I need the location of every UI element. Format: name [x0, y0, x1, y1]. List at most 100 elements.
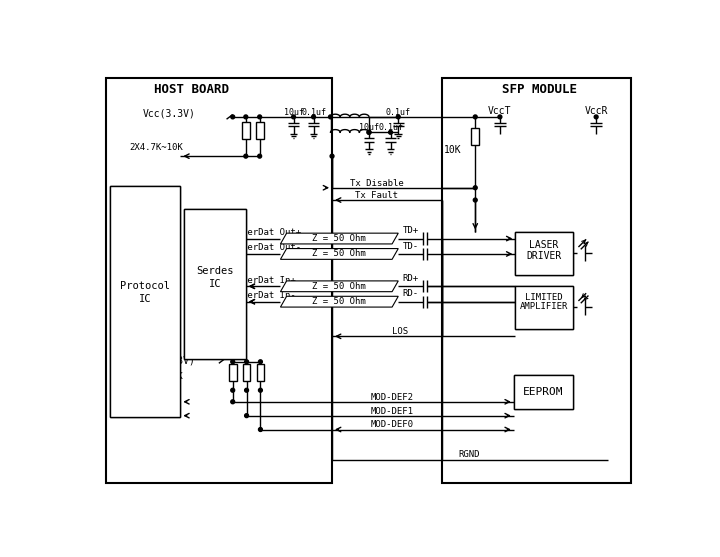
Circle shape [330, 154, 334, 158]
Text: RD+: RD+ [402, 274, 418, 283]
Bar [229, 364, 237, 381]
Text: RGND: RGND [459, 451, 480, 460]
Bar [184, 209, 246, 359]
Circle shape [258, 360, 262, 364]
Circle shape [244, 115, 248, 119]
Circle shape [473, 115, 477, 119]
Polygon shape [281, 248, 398, 260]
Text: IC: IC [139, 295, 151, 304]
Text: LOS: LOS [392, 327, 408, 336]
Circle shape [231, 400, 235, 404]
Circle shape [292, 115, 295, 119]
Text: 10uf: 10uf [359, 123, 379, 132]
Text: LASER: LASER [529, 241, 559, 251]
Bar [516, 232, 573, 275]
Text: SerDat Out+: SerDat Out+ [242, 228, 301, 237]
Circle shape [473, 198, 477, 202]
Text: DRIVER: DRIVER [526, 251, 562, 261]
Text: IC: IC [209, 279, 221, 289]
Text: Tx Fault: Tx Fault [355, 191, 398, 200]
Bar [106, 79, 332, 482]
Text: TD+: TD+ [402, 226, 418, 236]
Circle shape [258, 154, 261, 158]
Text: LIMITED: LIMITED [525, 292, 562, 301]
Polygon shape [281, 296, 398, 307]
Circle shape [245, 414, 248, 418]
Circle shape [245, 388, 248, 392]
Polygon shape [281, 281, 398, 292]
Text: EEPROM: EEPROM [523, 387, 563, 397]
Text: Protocol: Protocol [120, 281, 170, 291]
Text: MOD-DEF2: MOD-DEF2 [371, 393, 413, 402]
Text: SerDat In+: SerDat In+ [242, 276, 296, 285]
Text: 2X4.7K~10K: 2X4.7K~10K [129, 143, 183, 152]
Circle shape [396, 115, 400, 119]
Circle shape [258, 115, 261, 119]
Circle shape [367, 130, 371, 134]
Bar [242, 123, 250, 139]
Bar [516, 286, 573, 329]
Circle shape [245, 360, 248, 364]
Text: 10uf: 10uf [284, 108, 304, 117]
Text: Protocol: Protocol [120, 281, 170, 291]
Text: MOD-DEF1: MOD-DEF1 [371, 407, 413, 416]
Bar [256, 364, 264, 381]
Circle shape [231, 360, 235, 364]
Text: Z = 50 Ohm: Z = 50 Ohm [312, 282, 366, 291]
Bar [516, 232, 573, 275]
Text: IC: IC [139, 295, 151, 304]
Circle shape [312, 115, 315, 119]
Text: 10K: 10K [444, 145, 462, 155]
Text: 0.1uf: 0.1uf [378, 123, 403, 132]
Text: LIMITED: LIMITED [525, 292, 562, 301]
Bar [514, 375, 573, 409]
Circle shape [231, 115, 235, 119]
Bar [442, 79, 631, 482]
Circle shape [367, 130, 371, 134]
Bar [256, 123, 264, 139]
Text: 0.1uf: 0.1uf [386, 108, 410, 117]
Text: LASER: LASER [529, 241, 559, 251]
Text: 3X4.7K~10K: 3X4.7K~10K [129, 372, 183, 381]
Bar [184, 209, 246, 359]
Text: AMPLIFIER: AMPLIFIER [520, 302, 568, 311]
Circle shape [473, 186, 477, 189]
Text: DRIVER: DRIVER [526, 251, 562, 261]
Bar [110, 186, 180, 417]
Text: Tx Disable: Tx Disable [350, 179, 404, 188]
Bar [514, 375, 573, 409]
Text: TD-: TD- [402, 242, 418, 251]
Circle shape [594, 115, 598, 119]
Bar [472, 129, 479, 145]
Text: IC: IC [209, 279, 221, 289]
Text: VccT: VccT [488, 106, 512, 116]
Polygon shape [281, 233, 398, 244]
Text: Z = 50 Ohm: Z = 50 Ohm [312, 234, 366, 243]
Circle shape [231, 388, 235, 392]
Text: AMPLIFIER: AMPLIFIER [520, 302, 568, 311]
Text: SerDat Out-: SerDat Out- [242, 243, 301, 252]
Circle shape [258, 388, 262, 392]
Circle shape [244, 154, 248, 158]
Text: RD-: RD- [402, 290, 418, 299]
Text: EEPROM: EEPROM [523, 387, 563, 397]
Circle shape [328, 115, 333, 119]
Text: 0.1uf: 0.1uf [301, 108, 326, 117]
Text: Vcc(3.3V): Vcc(3.3V) [143, 109, 196, 119]
Text: HOST BOARD: HOST BOARD [153, 84, 229, 96]
Text: Vcc(3.3V): Vcc(3.3V) [143, 356, 196, 366]
Text: MOD-DEF0: MOD-DEF0 [371, 421, 413, 429]
Text: VccR: VccR [585, 106, 608, 116]
Text: Serdes: Serdes [197, 266, 234, 276]
Bar [110, 186, 180, 417]
Circle shape [498, 115, 502, 119]
Text: SerDat In-: SerDat In- [242, 291, 296, 300]
Text: Z = 50 Ohm: Z = 50 Ohm [312, 297, 366, 306]
Bar [243, 364, 251, 381]
Circle shape [389, 130, 392, 134]
Circle shape [258, 428, 262, 432]
Bar [516, 286, 573, 329]
Text: SFP MODULE: SFP MODULE [503, 84, 577, 96]
Text: Serdes: Serdes [197, 266, 234, 276]
Text: Z = 50 Ohm: Z = 50 Ohm [312, 250, 366, 258]
